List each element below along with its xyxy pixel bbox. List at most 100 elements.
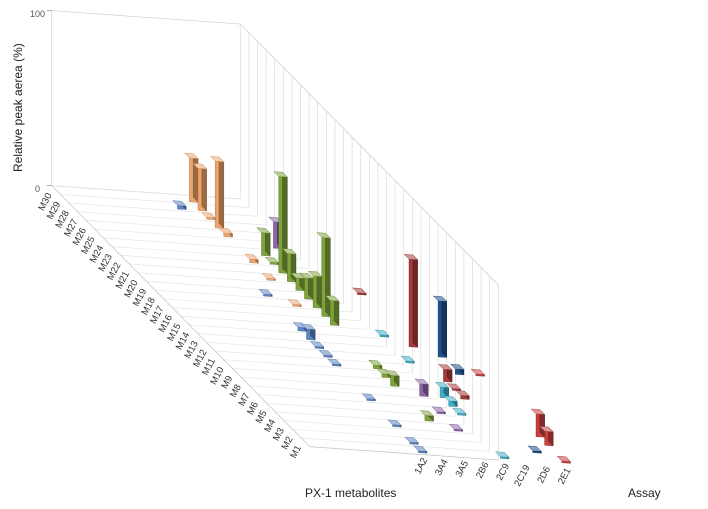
assay-label-2D6: 2D6 (535, 465, 553, 486)
floor-gridline (120, 254, 310, 269)
bar-M11-2D6 (449, 363, 465, 376)
bar-face-top (434, 381, 450, 388)
bar-face-top (400, 355, 415, 362)
chart-bars (172, 152, 571, 464)
bar-face-top (539, 426, 554, 433)
assay-label-1A2: 1A2 (412, 456, 430, 476)
bar-M7-2C9 (443, 395, 458, 408)
metabolite-label-M8: M8 (228, 383, 244, 400)
bar-M7-1A2 (361, 393, 376, 402)
floor-gridline (292, 428, 482, 443)
floor-gridline (258, 394, 447, 409)
bar-face-top (432, 295, 448, 302)
bar-face-side (201, 163, 207, 212)
bar-face-top (556, 455, 571, 462)
bar-M2-1A2 (404, 436, 419, 445)
bar-M20-2C19 (352, 287, 367, 296)
bar-M29-3A4 (192, 163, 208, 212)
floor-gridline (86, 220, 275, 235)
bar-face-top (316, 232, 331, 239)
bar-face-top (318, 349, 333, 356)
metabolite-label-M4: M4 (262, 417, 278, 434)
floor-gridline (283, 420, 473, 435)
bar-face-top (352, 287, 367, 294)
bar-face-side (192, 153, 199, 203)
bar-M10-3A5 (376, 368, 392, 379)
bar-M29-1A2 (172, 200, 187, 211)
floor-front-edge (309, 446, 499, 461)
metabolite-label-M3: M3 (271, 426, 287, 443)
bar-face-top (367, 359, 383, 366)
bar-M19-3A5 (299, 272, 314, 300)
y-axis-title: Relative peak aerea (%) (11, 43, 25, 172)
bar-M15-1A2 (292, 322, 308, 332)
assay-label-2B6: 2B6 (474, 460, 492, 480)
bar-face-side (412, 254, 418, 348)
floor-gridline (163, 298, 353, 313)
bar-M15-2C9 (374, 329, 390, 338)
bar-M13-1A2 (309, 341, 325, 350)
bar-face-top (374, 329, 390, 336)
bar-M2-2D6 (527, 445, 542, 454)
bar-face-top (404, 436, 419, 443)
floor-gridline (249, 385, 439, 400)
bar-face-top (403, 254, 419, 261)
bar-M12-1A2 (318, 349, 333, 358)
floor-gridline (232, 368, 421, 382)
bar-M24-3A5 (256, 227, 271, 257)
assay-label-3A4: 3A4 (433, 457, 451, 477)
floor-gridline (180, 315, 370, 330)
bar-M9-3A5 (385, 370, 400, 387)
bar-M8-2B6 (414, 378, 429, 398)
floor-gridline (129, 263, 318, 278)
floor-gridline (189, 324, 378, 339)
floor-gridline (68, 202, 258, 217)
z-axis-title: Assay (628, 486, 661, 500)
bar-face-top (412, 445, 428, 452)
bar-M14-1A2 (301, 323, 316, 341)
y-tick-label-zero: 0 (35, 184, 40, 194)
floor-gridline (206, 341, 396, 356)
bar-face-top (258, 289, 273, 296)
floor-gridline (275, 411, 464, 426)
metabolite-label-M6: M6 (245, 400, 261, 417)
bar-M26-3A4 (218, 227, 233, 238)
bar-face-top (527, 445, 542, 452)
floor-left-edge (51, 185, 310, 447)
floor-gridline (137, 272, 327, 287)
bar-face-top (443, 395, 458, 402)
bar-face-top (261, 273, 276, 280)
bar-face-side (316, 271, 322, 309)
floor-gridline (77, 211, 267, 226)
metabolite-label-M9: M9 (219, 374, 235, 391)
floor-gridline (172, 307, 361, 322)
bar-face-top (419, 410, 435, 417)
bar-face-top (244, 253, 259, 260)
back-wall-top (51, 10, 241, 25)
bar-M10-2C19 (438, 364, 453, 383)
bar-M3-2E1 (539, 426, 554, 447)
floor-gridline (51, 185, 241, 200)
y-tick-label-top: 100 (30, 9, 45, 19)
bar-M4-1A2 (387, 419, 402, 428)
bar-face-top (324, 295, 340, 302)
bar-face-top (414, 378, 429, 385)
bar-face-top (470, 368, 485, 375)
floor-gridline (240, 376, 430, 391)
bar-M14-2C19 (403, 254, 419, 348)
bar-M1-1A2 (412, 445, 428, 454)
floor-gridline (146, 281, 335, 295)
bar-M13-2D6 (432, 295, 448, 358)
metabolite-label-M5: M5 (254, 409, 270, 426)
bar-M4-2E1 (530, 408, 546, 438)
bar-M6-2C9 (451, 407, 467, 416)
bar-face-top (192, 163, 208, 170)
floor-gridline (197, 333, 387, 348)
x-axis-title: PX-1 metabolites (305, 486, 396, 500)
bar-M11-3A5 (367, 359, 383, 370)
bar-face-top (446, 383, 462, 390)
bar-M19-1A2 (258, 289, 273, 298)
bar-M5-3A5 (419, 410, 435, 422)
bar-M8-2C9 (434, 381, 450, 399)
bar-M4-2B6 (448, 423, 464, 432)
